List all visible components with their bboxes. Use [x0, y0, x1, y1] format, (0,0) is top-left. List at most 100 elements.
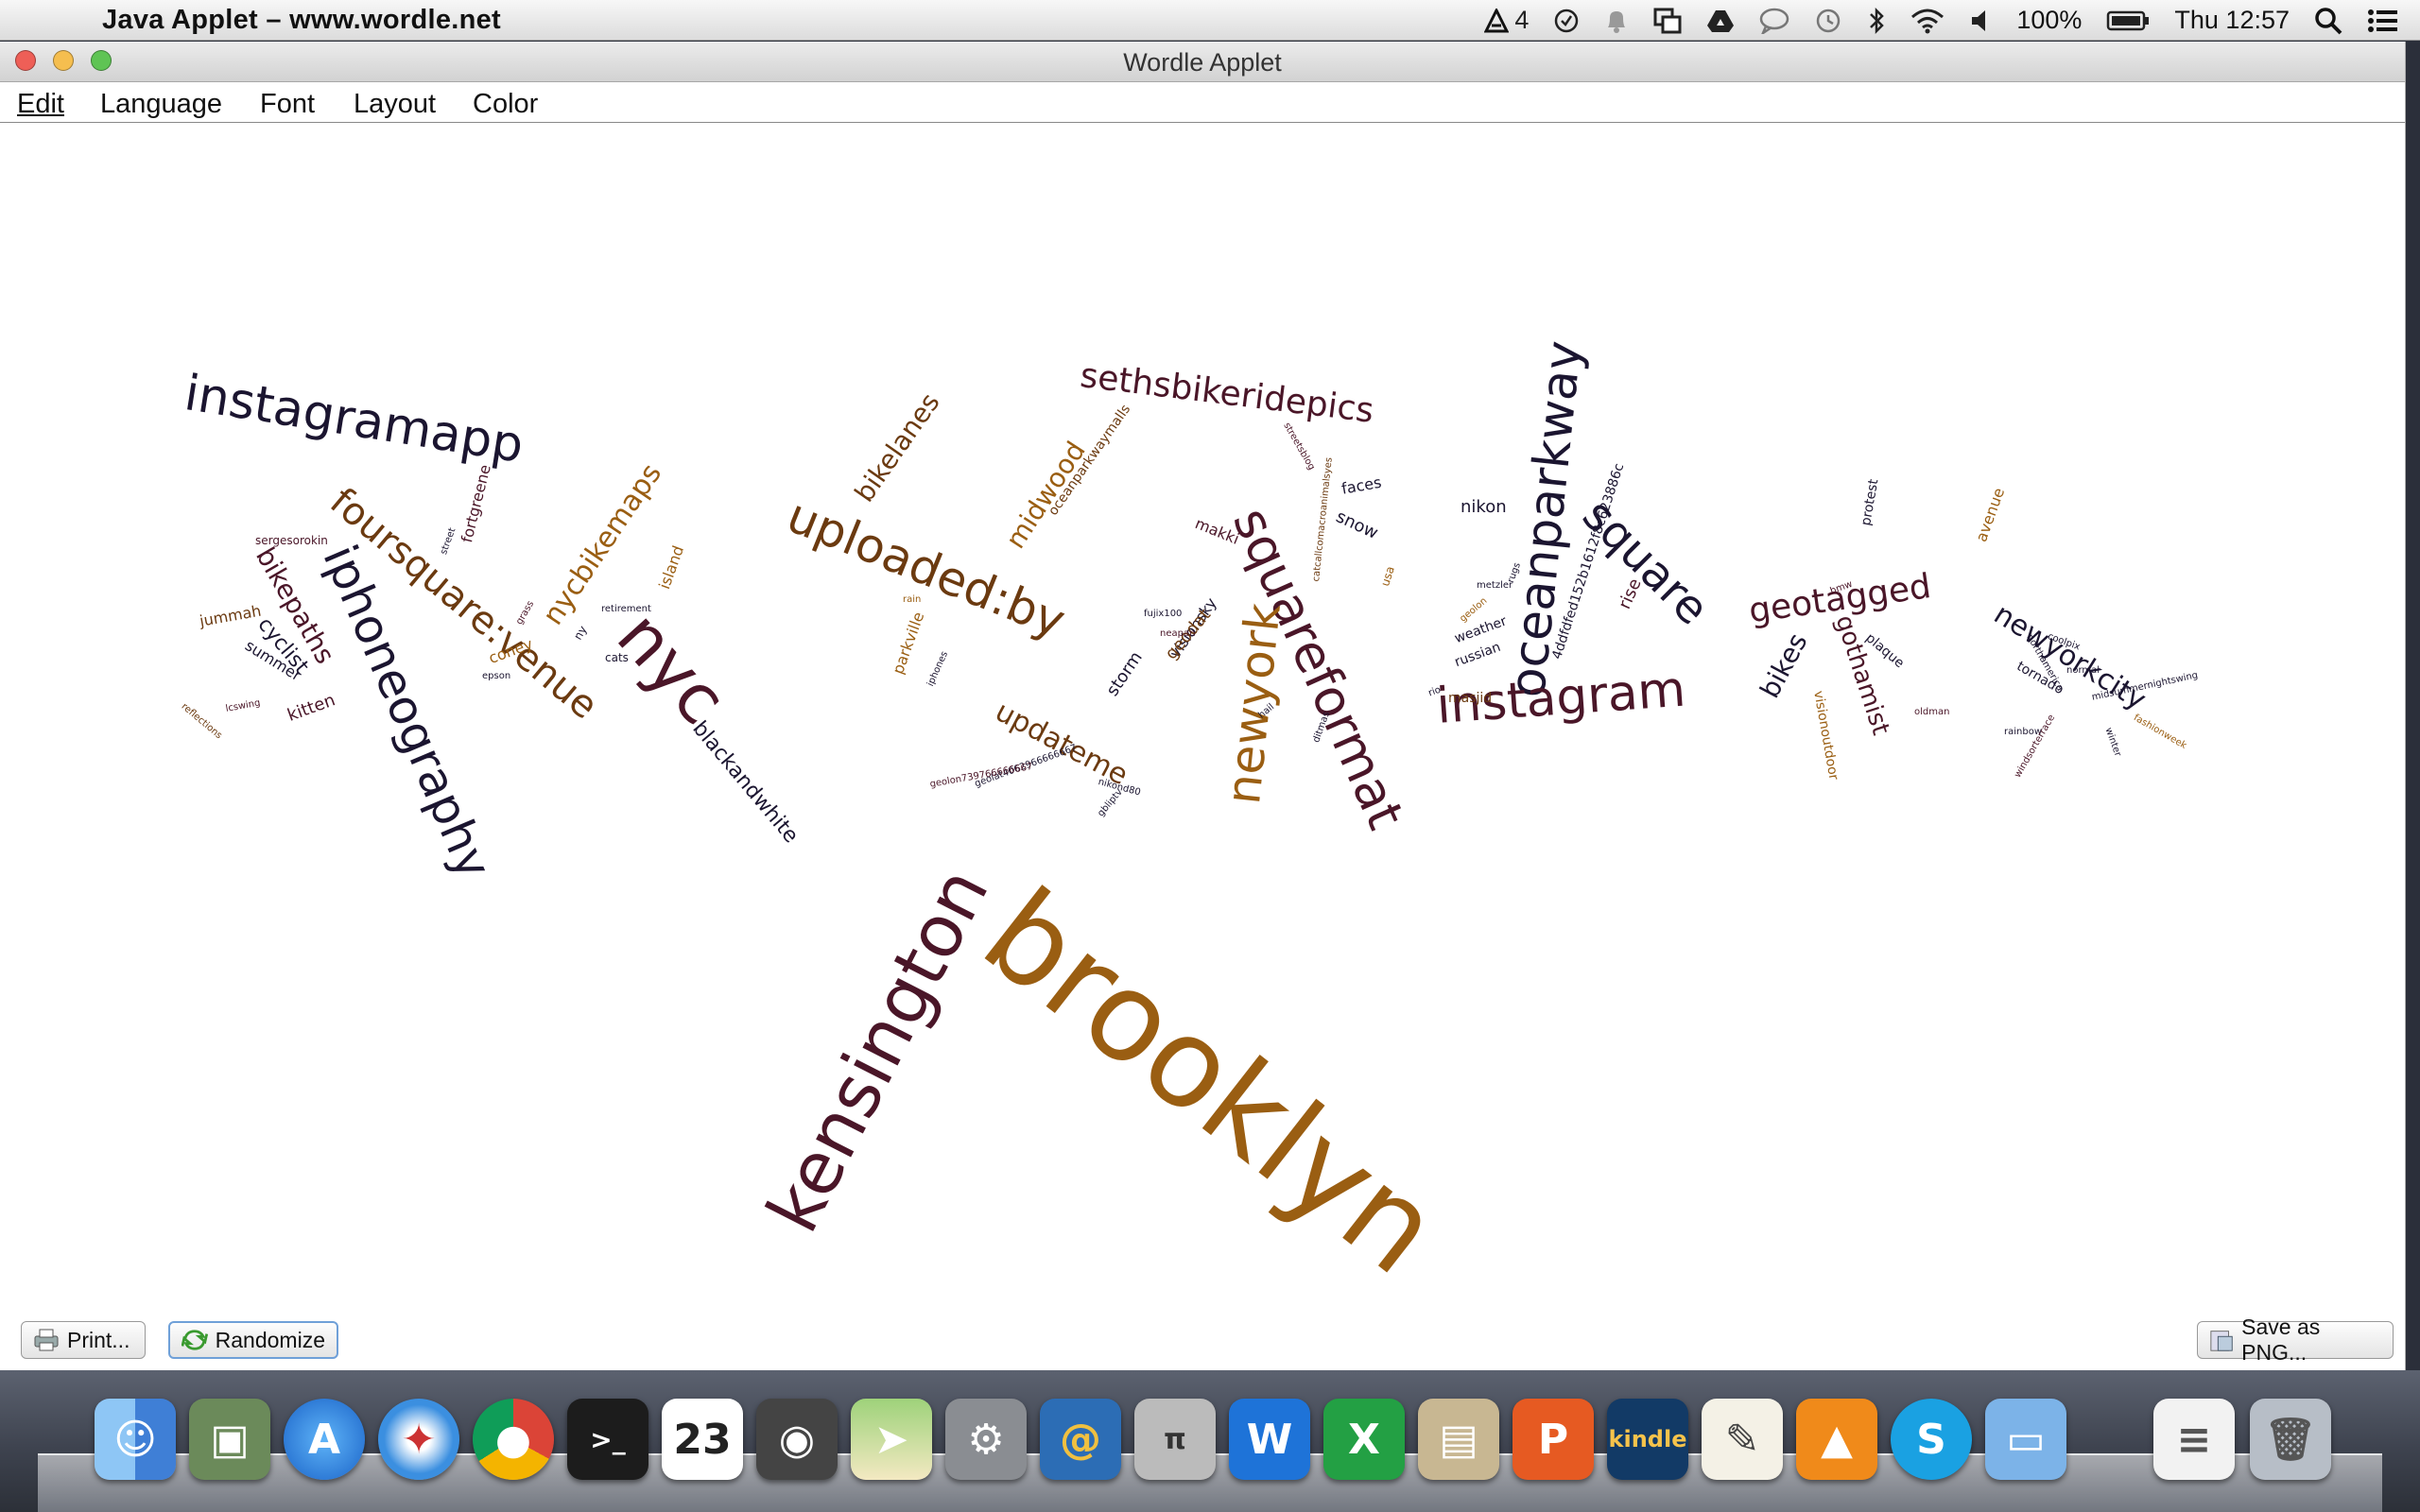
word-normal: normal — [2066, 665, 2100, 676]
menu-layout[interactable]: Layout — [354, 89, 436, 120]
word-epson: epson — [482, 671, 511, 681]
word-snow: snow — [1332, 507, 1382, 543]
word-cats: cats — [605, 651, 629, 664]
word-nyc: nyc — [602, 595, 742, 740]
iphoto-icon[interactable]: ▣ — [189, 1399, 270, 1480]
print-button[interactable]: Print... — [21, 1321, 146, 1359]
notification-center-icon[interactable] — [2367, 8, 2399, 34]
folder-icon[interactable]: ▭ — [1985, 1399, 2066, 1480]
preview-icon[interactable]: ▤ — [1418, 1399, 1499, 1480]
word-kensington: kensington — [750, 854, 1005, 1246]
vlc-icon[interactable]: ▲ — [1796, 1399, 1877, 1480]
safari-icon[interactable]: ✦ — [378, 1399, 459, 1480]
facetime-icon[interactable]: ◉ — [756, 1399, 838, 1480]
battery-percent[interactable]: 100% — [2016, 6, 2083, 34]
word-brooklyn: brooklyn — [958, 861, 1466, 1302]
word-street: street — [439, 526, 458, 557]
word-winter: winter — [2102, 726, 2123, 759]
window-title: Wordle Applet — [1123, 48, 1282, 77]
skype-icon[interactable]: S — [1891, 1399, 1972, 1480]
word-rain: rain — [903, 594, 922, 605]
word-catcallcomacroanimalsyes: catcallcomacroanimalsyes — [1311, 456, 1335, 583]
word-faces: faces — [1340, 472, 1383, 498]
spotlight-search-icon[interactable] — [2314, 7, 2342, 35]
menu-color[interactable]: Color — [473, 89, 538, 120]
word-blackandwhite: blackandwhite — [687, 716, 804, 849]
menu-edit-label: Edit — [17, 89, 64, 119]
wordle-icon[interactable]: @ — [1040, 1399, 1121, 1480]
word-protest: protest — [1858, 477, 1882, 527]
time-machine-icon[interactable] — [1814, 8, 1842, 34]
bluetooth-icon[interactable] — [1867, 7, 1886, 35]
chrome-icon[interactable]: ● — [473, 1399, 554, 1480]
word-newyork: newyork — [1216, 600, 1291, 807]
check-clock-icon[interactable] — [1553, 8, 1580, 34]
word-parkville: parkville — [889, 609, 928, 677]
screen-share-icon[interactable] — [1653, 8, 1682, 34]
word-fashionweek: fashionweek — [2132, 713, 2188, 752]
system-preferences-icon[interactable]: ⚙ — [945, 1399, 1027, 1480]
bell-icon[interactable] — [1604, 8, 1629, 34]
zoom-button[interactable] — [91, 50, 112, 71]
word-rainbow: rainbow — [2004, 727, 2042, 737]
menu-font-label: Font — [260, 89, 316, 119]
print-button-label: Print... — [67, 1327, 130, 1352]
word-fujix100: fujix100 — [1144, 609, 1183, 619]
word-newyorkcity: newyorkcity — [1988, 597, 2152, 717]
menu-edit[interactable]: Edit — [17, 89, 64, 120]
printer-icon — [34, 1329, 59, 1351]
word-lcswing: lcswing — [224, 697, 262, 714]
minimize-button[interactable] — [53, 50, 74, 71]
finder-icon[interactable]: ☺ — [95, 1399, 176, 1480]
app-store-icon[interactable]: A — [284, 1399, 365, 1480]
kindle-icon[interactable]: kindle — [1607, 1399, 1688, 1480]
word-gbliptv: gbliptv — [1096, 786, 1125, 819]
word-visionoutdoor: visionoutdoor — [1810, 689, 1841, 782]
word-nikon: nikon — [1461, 497, 1507, 517]
save-png-button-label: Save as PNG... — [2241, 1314, 2321, 1365]
word-neapan: neapan — [1160, 628, 1196, 639]
status-area: 4 100% Thu 12:57 — [1484, 4, 2399, 37]
randomize-button[interactable]: Randomize — [168, 1321, 338, 1359]
textedit-icon[interactable]: ✎ — [1702, 1399, 1783, 1480]
dock: ☺ ▣ A ✦ ● >_ 23 ◉ ➤ ⚙ @ π W X ▤ P kindle… — [0, 1370, 2420, 1512]
documents-stack-icon[interactable]: ≡ — [2153, 1399, 2235, 1480]
close-button[interactable] — [15, 50, 36, 71]
window-titlebar[interactable]: Wordle Applet — [0, 42, 2405, 82]
wifi-icon[interactable] — [1910, 8, 1945, 34]
word-retirement: retirement — [601, 604, 651, 614]
applet-window: Wordle Applet Edit Language Font Layout … — [0, 42, 2406, 1370]
adobe-count: 4 — [1514, 6, 1530, 34]
calendar-icon[interactable]: 23 — [662, 1399, 743, 1480]
word-fortgreene: fortgreene — [458, 462, 494, 545]
latex-icon[interactable]: π — [1134, 1399, 1216, 1480]
word-jummah: jummah — [198, 601, 263, 630]
word-iphones: iphones — [925, 649, 951, 689]
refresh-icon — [182, 1330, 208, 1350]
word-avenue: avenue — [1972, 485, 2009, 544]
messages-icon[interactable] — [1759, 8, 1789, 34]
word-icon[interactable]: W — [1229, 1399, 1310, 1480]
excel-icon[interactable]: X — [1323, 1399, 1405, 1480]
menu-language-label: Language — [100, 89, 223, 119]
powerpoint-icon[interactable]: P — [1512, 1399, 1594, 1480]
word-windsorterrace: windsorterrace — [2013, 713, 2058, 780]
menu-font[interactable]: Font — [260, 89, 315, 120]
word-cloud-canvas[interactable]: brooklyn kensington oceanparkway squareform… — [0, 123, 2405, 1351]
save-png-button[interactable]: Save as PNG... — [2197, 1314, 2394, 1365]
word-island: island — [655, 542, 688, 592]
battery-icon[interactable] — [2106, 9, 2150, 32]
menu-bar: Java Applet – www.wordle.net 4 — [0, 0, 2420, 41]
trash-icon[interactable]: 🗑 — [2250, 1399, 2331, 1480]
word-grass: grass — [514, 599, 537, 627]
menu-language[interactable]: Language — [100, 89, 222, 120]
word-metzler: metzler — [1477, 580, 1513, 591]
volume-icon[interactable] — [1969, 8, 1992, 34]
clock[interactable]: Thu 12:57 — [2174, 6, 2290, 34]
adobe-icon[interactable]: 4 — [1484, 6, 1529, 35]
maps-icon[interactable]: ➤ — [851, 1399, 932, 1480]
terminal-icon[interactable]: >_ — [567, 1399, 648, 1480]
app-title[interactable]: Java Applet – www.wordle.net — [102, 5, 502, 35]
google-drive-icon[interactable] — [1706, 9, 1735, 33]
word-instagramapp: instagramapp — [181, 365, 527, 474]
